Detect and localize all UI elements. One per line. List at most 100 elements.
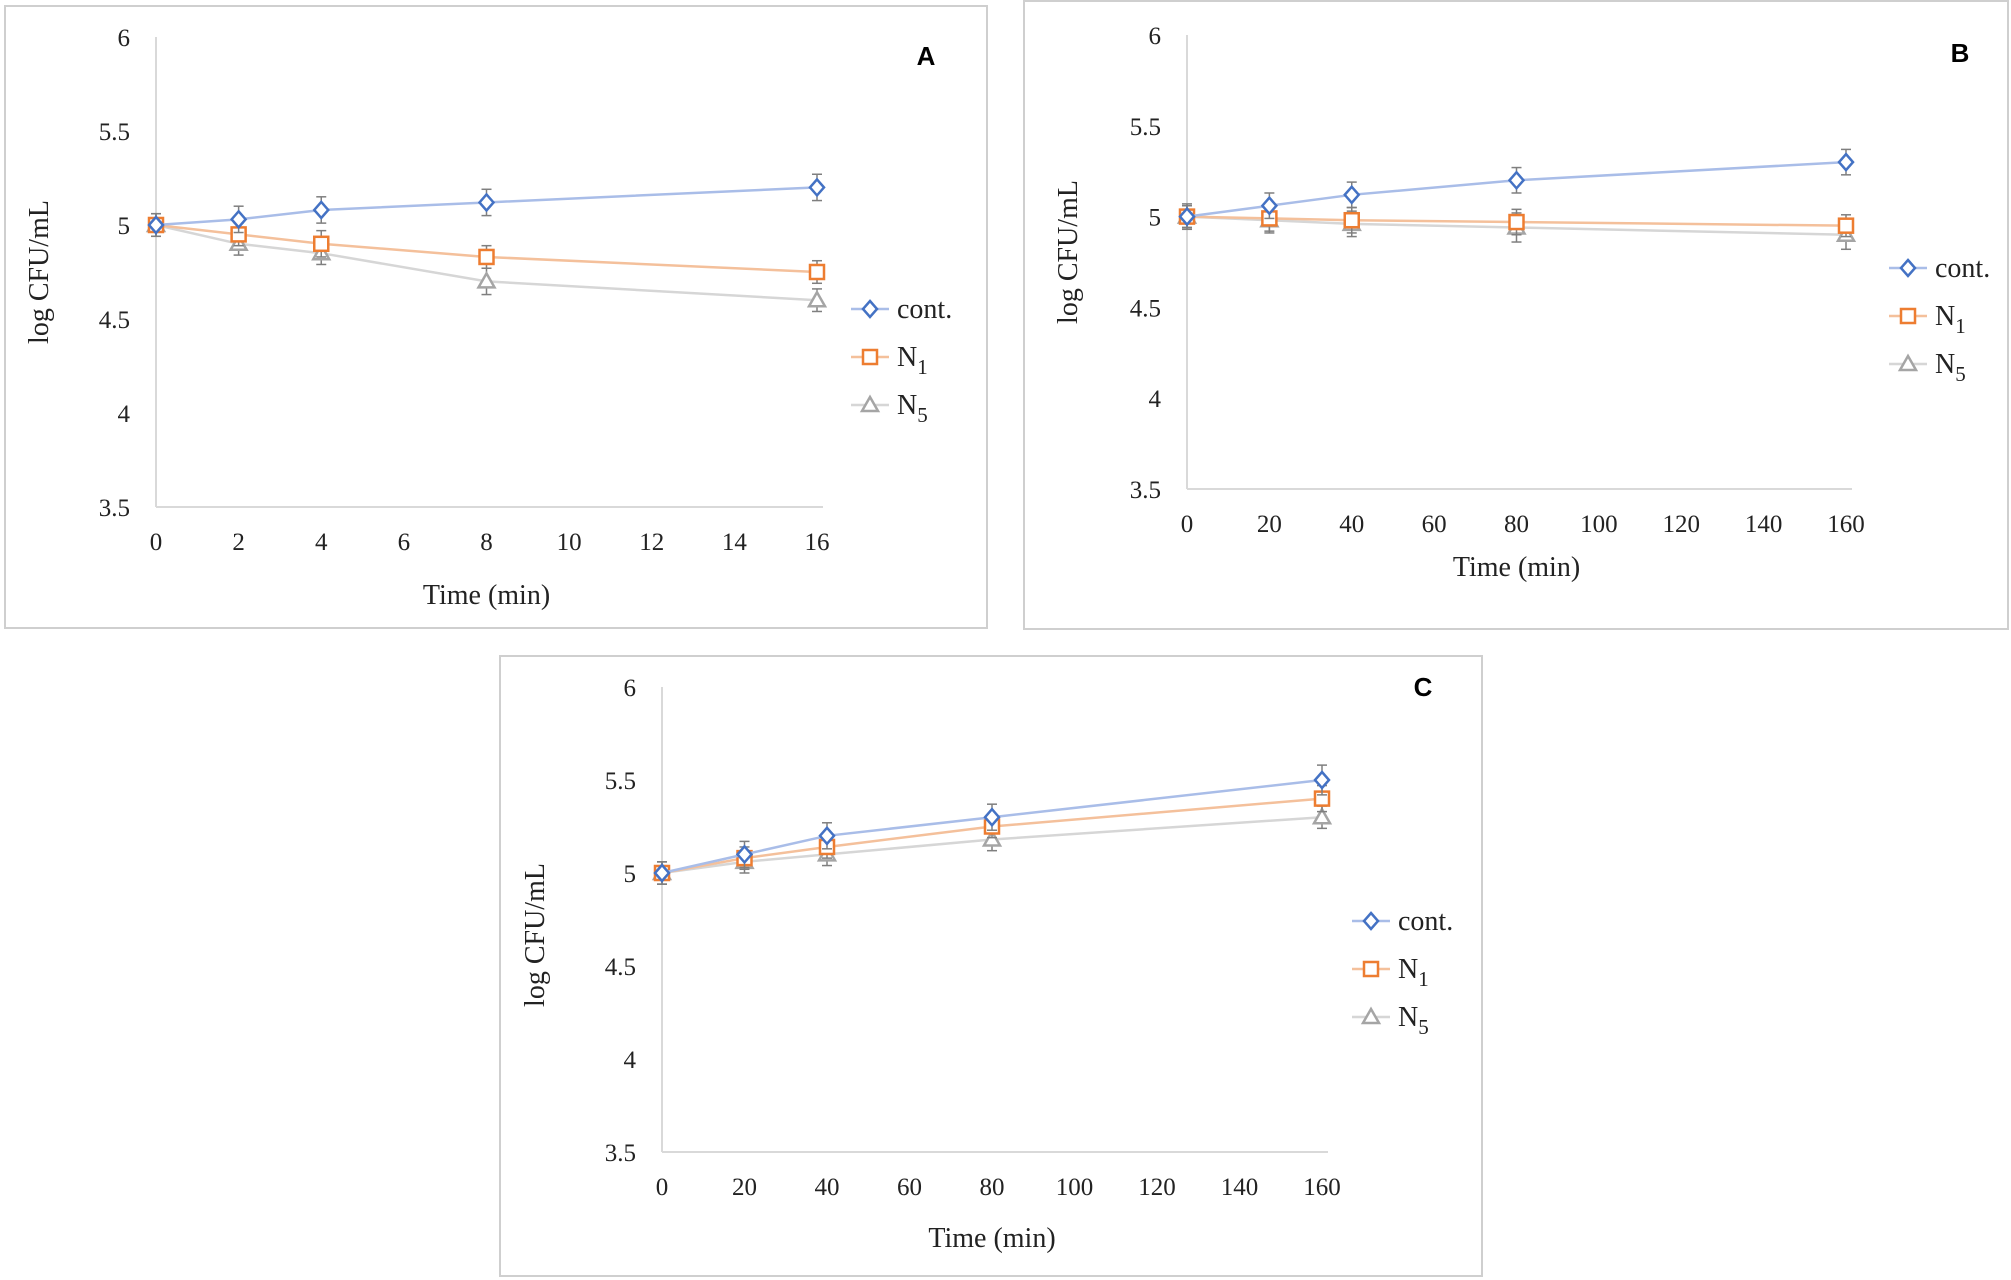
data-point-cont: [312, 200, 330, 220]
data-point-n5: [981, 829, 1003, 847]
y-tick-label: 4.5: [99, 307, 130, 334]
legend-marker: [1899, 307, 1917, 325]
legend-entry-n1: N1: [1889, 301, 1966, 338]
data-point-n1: [1508, 213, 1525, 231]
x-tick-label: 10: [557, 529, 582, 556]
legend-label-main: N: [897, 390, 917, 421]
x-tick-label: 80: [1504, 511, 1529, 538]
legend-label-main: N: [897, 342, 917, 373]
y-tick-label: 4: [624, 1047, 637, 1074]
legend-label-subscript: 5: [917, 403, 928, 427]
legend-marker: [1360, 1006, 1382, 1025]
series-cont: [1178, 148, 1855, 229]
x-tick-label: 60: [1422, 511, 1447, 538]
x-tick-label: 2: [232, 529, 245, 556]
data-point-cont: [1837, 152, 1855, 173]
x-tick-label: 140: [1221, 1174, 1259, 1201]
x-tick-label: 60: [897, 1174, 922, 1201]
x-tick-label: 40: [1339, 511, 1364, 538]
series-n1: [147, 212, 826, 285]
chart-panel-b: 3.5 4 4.5 5 5.5 6 0 20 40 60 80 100 120 140 160 log CFU…: [1023, 0, 2009, 630]
legend-label: N5: [1398, 1002, 1429, 1039]
data-point-n1: [478, 248, 495, 266]
y-tick-label: 5.5: [1130, 114, 1161, 141]
y-tick-label: 5: [118, 213, 131, 240]
series-cont: [147, 173, 826, 238]
legend-label: cont.: [897, 294, 952, 325]
y-axis-title: log CFU/mL: [24, 200, 55, 344]
legend-label: N1: [1935, 301, 1966, 338]
legend-marker: [1362, 911, 1380, 931]
y-tick-label: 4.5: [1130, 295, 1161, 322]
legend-label: cont.: [1935, 253, 1990, 284]
x-tick-label: 0: [1181, 511, 1194, 538]
series-cont: [653, 764, 1331, 885]
y-tick-label: 4: [1149, 386, 1162, 413]
legend-entry-n5: N5: [1889, 349, 1966, 386]
y-tick-label: 5: [1149, 205, 1162, 232]
y-tick-label: 5.5: [99, 119, 130, 146]
legend-marker: [861, 299, 879, 319]
legend-marker: [1899, 258, 1917, 278]
legend-label-subscript: 5: [1418, 1015, 1429, 1039]
x-tick-label: 100: [1056, 1174, 1094, 1201]
data-point-cont: [1343, 184, 1361, 205]
data-point-cont: [229, 209, 248, 230]
y-tick-label: 5.5: [605, 768, 636, 795]
data-point-cont: [477, 192, 496, 213]
legend-marker: [1897, 353, 1919, 372]
panel-label: A: [917, 41, 936, 71]
y-tick-label: 6: [624, 675, 637, 702]
data-point-cont: [818, 825, 836, 846]
data-point-n5: [1311, 806, 1333, 825]
y-tick-label: 4: [118, 401, 131, 428]
legend-label-subscript: 5: [1955, 362, 1966, 386]
x-tick-label: 160: [1303, 1174, 1341, 1201]
legend-label-main: N: [1935, 349, 1955, 380]
legend-entry-n5: N5: [1352, 1002, 1429, 1039]
data-point-n1: [1343, 211, 1360, 229]
y-tick-label: 3.5: [1130, 477, 1161, 504]
x-axis-title: Time (min): [423, 580, 550, 611]
x-tick-label: 80: [980, 1174, 1005, 1201]
x-tick-label: 100: [1580, 511, 1618, 538]
y-tick-label: 6: [118, 25, 131, 52]
y-tick-label: 5: [624, 861, 637, 888]
legend-label-subscript: 1: [917, 355, 928, 379]
legend-marker: [861, 348, 879, 366]
legend-label-main: cont.: [897, 294, 952, 325]
legend-entry-n5: N5: [851, 390, 928, 427]
legend-marker: [859, 394, 881, 413]
chart-a-svg: 3.5 4 4.5 5 5.5 6 0 2 4 6 8 10 12 14 16 log CFU/mL Time …: [24, 25, 952, 611]
legend-label-subscript: 1: [1955, 314, 1966, 338]
y-tick-label: 6: [1149, 23, 1162, 50]
data-point-n1: [808, 263, 826, 281]
chart-panel-c: 3.5 4 4.5 5 5.5 6 0 20 40 60 80 100 120 140 160 log CFU…: [499, 655, 1483, 1277]
data-point-cont: [735, 844, 754, 865]
x-tick-label: 140: [1745, 511, 1783, 538]
legend-label: N1: [897, 342, 928, 379]
legend-entry-n1: N1: [851, 342, 928, 379]
x-tick-label: 4: [315, 529, 328, 556]
data-point-cont: [1260, 195, 1279, 216]
y-tick-label: 3.5: [605, 1140, 636, 1167]
y-axis-title: log CFU/mL: [520, 863, 551, 1007]
x-tick-label: 20: [732, 1174, 757, 1201]
data-point-n1: [1837, 217, 1855, 234]
legend-label-main: cont.: [1398, 906, 1453, 937]
y-tick-label: 3.5: [99, 495, 130, 522]
legend-entry-cont: cont.: [851, 294, 952, 325]
x-tick-label: 0: [150, 529, 163, 556]
legend-label-subscript: 1: [1418, 967, 1429, 991]
x-tick-label: 16: [805, 529, 830, 556]
data-point-cont: [983, 807, 1001, 828]
x-tick-label: 0: [656, 1174, 669, 1201]
x-tick-label: 120: [1663, 511, 1701, 538]
legend-label: N5: [897, 390, 928, 427]
legend-label: N1: [1398, 954, 1429, 991]
legend-entry-cont: cont.: [1889, 253, 1990, 284]
y-axis-title: log CFU/mL: [1053, 180, 1084, 324]
x-tick-label: 12: [639, 529, 664, 556]
